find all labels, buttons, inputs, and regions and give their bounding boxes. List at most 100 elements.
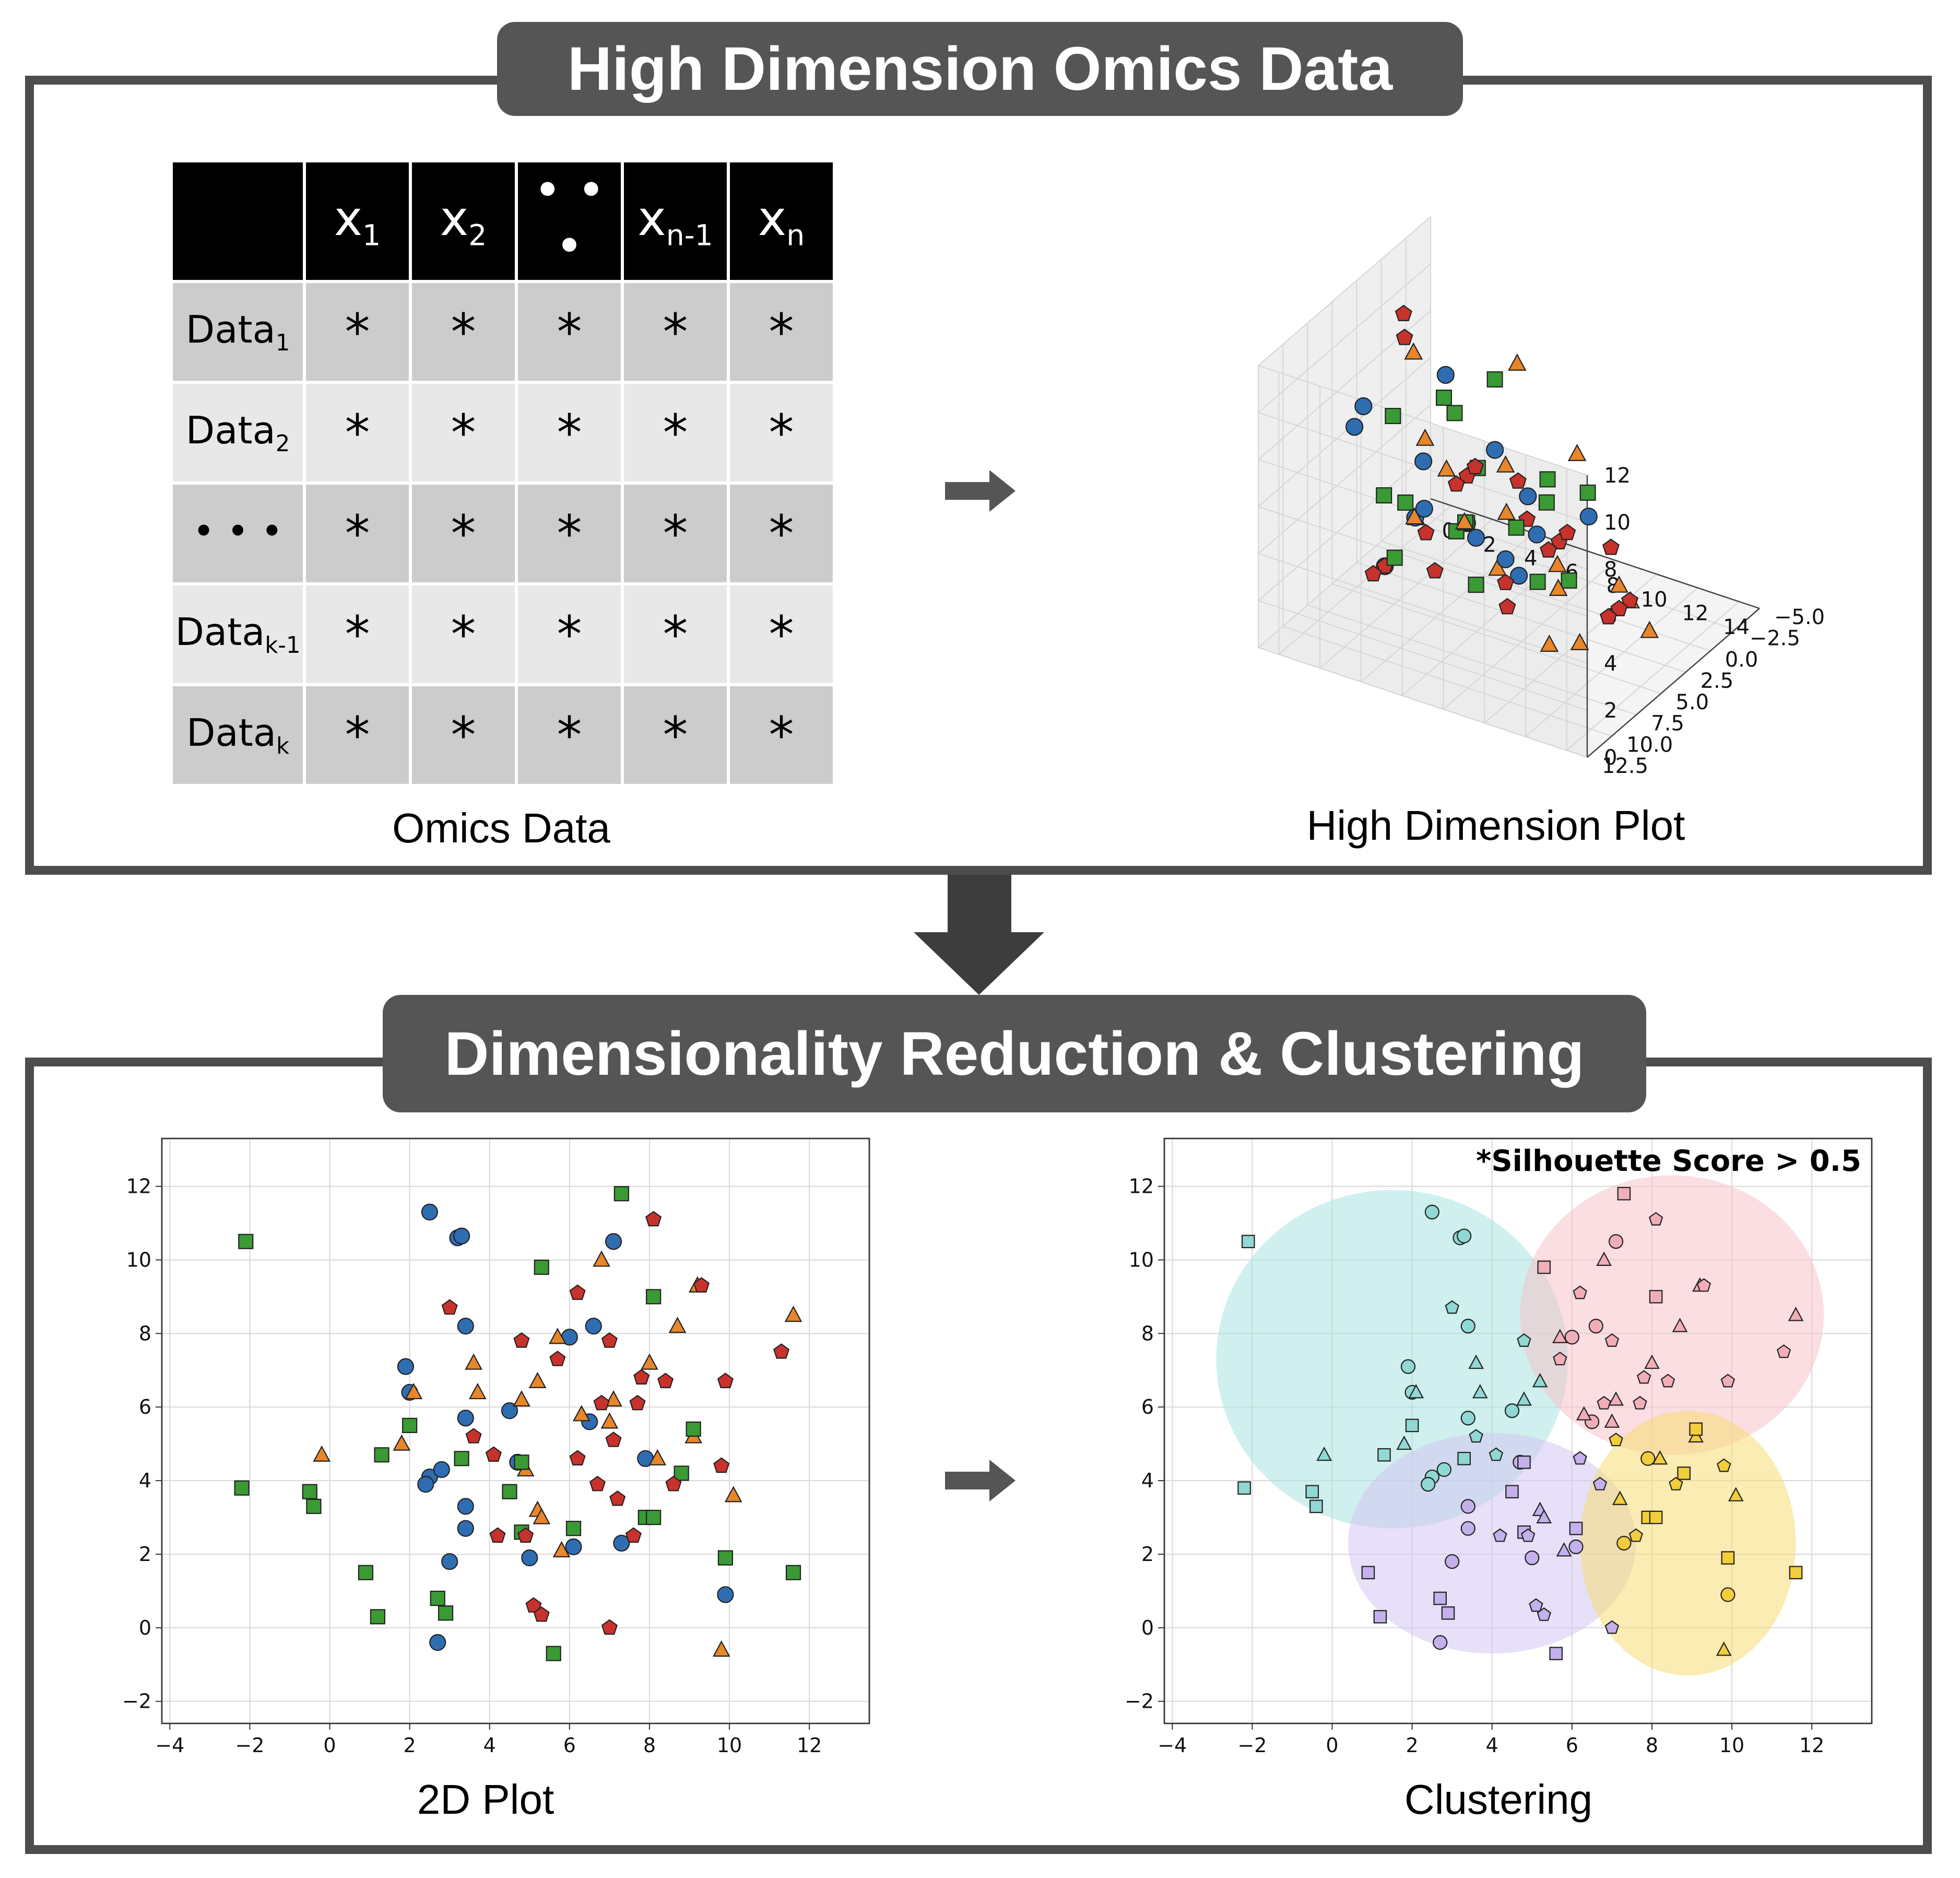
gridline (1258, 216, 1431, 366)
data-point-orange (668, 1317, 687, 1333)
data-point-red (605, 1431, 622, 1447)
data-point-green (546, 1646, 561, 1661)
table-cell: * (727, 381, 836, 485)
data-point-yellow (1728, 1487, 1744, 1501)
data-point-green (1486, 371, 1503, 388)
data-point-blue (1519, 487, 1537, 506)
x-tick-label: 0 (323, 1734, 336, 1757)
data-point-green (1529, 573, 1546, 590)
2d-plot-caption: 2D Plot (417, 1776, 554, 1823)
data-point-purple (1536, 1509, 1552, 1524)
data-point-red (1600, 608, 1617, 625)
cluster-yellow-region (1580, 1411, 1796, 1676)
table-cell: * (303, 280, 412, 384)
data-point-green (1579, 484, 1596, 501)
data-point-green (613, 1186, 629, 1202)
data-point-green (402, 1417, 418, 1434)
data-point-green (1561, 572, 1577, 589)
data-point-cyan (1377, 1448, 1391, 1462)
data-point-red (441, 1299, 458, 1315)
plot-area (161, 1137, 870, 1724)
y-tick-label: 0.0 (1725, 648, 1758, 672)
data-point-purple (1361, 1566, 1375, 1579)
data-point-green (646, 1289, 662, 1305)
data-point-red (1497, 573, 1515, 590)
gridline (1566, 601, 1740, 751)
data-point-pink (1596, 1251, 1612, 1266)
data-point-blue (441, 1553, 458, 1570)
data-point-red (525, 1597, 542, 1613)
y-tick-label: 10 (126, 1248, 151, 1271)
gridline (1258, 263, 1431, 413)
data-point-pink (1649, 1290, 1663, 1304)
data-point-blue (1415, 499, 1433, 518)
y-tick-label: 10 (1129, 1248, 1154, 1271)
data-point-blue (1510, 567, 1528, 585)
data-point-green (358, 1565, 374, 1580)
table-cell: * (621, 280, 730, 384)
data-point-pink (1604, 1413, 1620, 1428)
high-dimension-plot-caption: High Dimension Plot (1306, 802, 1685, 849)
data-point-pink (1788, 1307, 1804, 1321)
column-header: x1 (303, 159, 412, 284)
gridline (1258, 647, 1588, 758)
data-point-orange (1567, 443, 1587, 461)
data-point-purple (1604, 1620, 1620, 1634)
y-tick-label: 8 (139, 1322, 151, 1345)
gridline (1332, 583, 1661, 694)
data-point-orange (513, 1390, 530, 1407)
data-point-blue (521, 1549, 538, 1567)
data-point-orange (1437, 459, 1456, 477)
data-point-red (1558, 523, 1576, 541)
data-point-blue (1496, 550, 1515, 568)
data-point-red (1417, 524, 1435, 541)
data-point-orange (1610, 575, 1628, 593)
data-point-pink (1672, 1318, 1688, 1332)
data-point-pink (1553, 1352, 1567, 1366)
data-point-green (430, 1590, 445, 1606)
data-point-blue (397, 1358, 415, 1375)
data-point-purple (1505, 1485, 1519, 1499)
data-point-orange (784, 1306, 802, 1322)
data-point-purple (1517, 1456, 1531, 1469)
gridline (1258, 498, 1431, 648)
z-tick-label: 12 (1604, 464, 1631, 488)
table-cell: * (409, 683, 518, 788)
data-point-orange (1640, 620, 1659, 638)
data-point-red (1447, 475, 1465, 492)
data-point-orange (528, 1371, 547, 1389)
data-point-purple (1521, 1528, 1536, 1542)
data-point-pink (1617, 1187, 1631, 1201)
data-point-yellow (1609, 1433, 1623, 1447)
data-point-cyan (1468, 1354, 1484, 1369)
data-point-blue (1486, 441, 1504, 459)
x-tick-label: 12 (1799, 1734, 1824, 1757)
data-point-green (1386, 549, 1403, 566)
data-point-pink (1608, 1234, 1624, 1249)
data-point-orange (1497, 502, 1516, 520)
data-point-cyan (1445, 1300, 1459, 1314)
data-point-cyan (1424, 1204, 1440, 1219)
y-tick-label: 8 (1141, 1322, 1154, 1345)
data-point-orange (1415, 428, 1435, 446)
data-point-green (686, 1421, 701, 1437)
table-row: • • • * * * * * (170, 482, 836, 586)
data-point-red (569, 1284, 586, 1300)
y-tick-label: 0 (139, 1616, 151, 1639)
data-point-red (589, 1475, 606, 1492)
data-point-red (625, 1527, 642, 1543)
x-tick-label: 4 (1486, 1734, 1498, 1757)
plot-frame (161, 1137, 870, 1724)
x-tick-label: 12 (797, 1734, 822, 1757)
data-point-orange (724, 1486, 742, 1503)
column-header: x2 (409, 159, 518, 284)
data-point-red (485, 1446, 502, 1462)
data-point-blue (1436, 366, 1455, 384)
x-tick-label: 12 (1682, 602, 1708, 626)
table-cell: * (727, 482, 836, 586)
table-cell: * (621, 582, 730, 687)
data-point-green (1376, 487, 1392, 504)
data-point-purple (1525, 1550, 1540, 1566)
